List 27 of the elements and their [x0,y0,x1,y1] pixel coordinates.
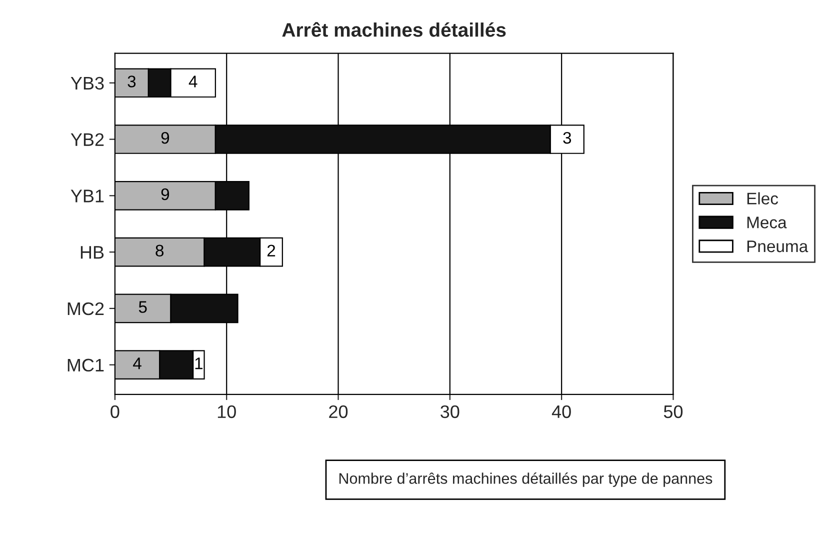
y-tick-label: MC2 [68,302,104,316]
data-label: 9 [161,188,170,200]
x-tick-label: 0 [110,405,120,418]
data-label: 4 [133,358,142,370]
legend-label: Pneuma [747,240,808,252]
y-tick-label: MC1 [68,358,104,372]
x-tick-label: 20 [329,405,348,418]
x-tick-label: 30 [440,405,460,418]
data-label: 3 [563,132,572,144]
y-tick-label: YB2 [70,133,104,146]
y-tick-label: YB1 [70,190,104,202]
x-tick-label: 10 [218,405,236,418]
data-label: 1 [195,358,203,370]
y-tick-label: YB3 [70,76,104,90]
x-tick-label: 40 [552,405,571,418]
data-label: 5 [138,301,147,313]
data-label: 4 [188,76,198,88]
x-tick-label: 50 [664,405,683,418]
chart-title: Arrêt machines détaillés [282,22,506,37]
data-label: 3 [128,76,136,88]
legend-label: Meca [747,216,787,228]
text: Nombre d’arrêts machines détaillés par type de pannes [339,472,712,487]
legend-label: Elec [747,192,778,204]
data-label: 9 [161,132,170,144]
data-label: 2 [267,244,276,256]
data-label: 8 [156,244,164,257]
y-tick-label: HB [80,246,104,259]
